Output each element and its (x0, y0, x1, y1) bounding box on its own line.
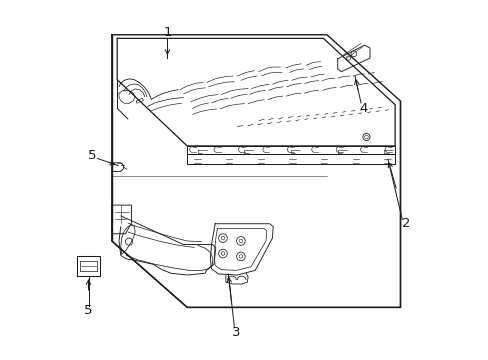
Text: 5: 5 (84, 305, 93, 318)
Text: 5: 5 (88, 149, 96, 162)
Text: 2: 2 (402, 217, 410, 230)
Text: 4: 4 (359, 102, 367, 115)
Text: 1: 1 (163, 27, 171, 40)
Text: 3: 3 (232, 326, 241, 339)
